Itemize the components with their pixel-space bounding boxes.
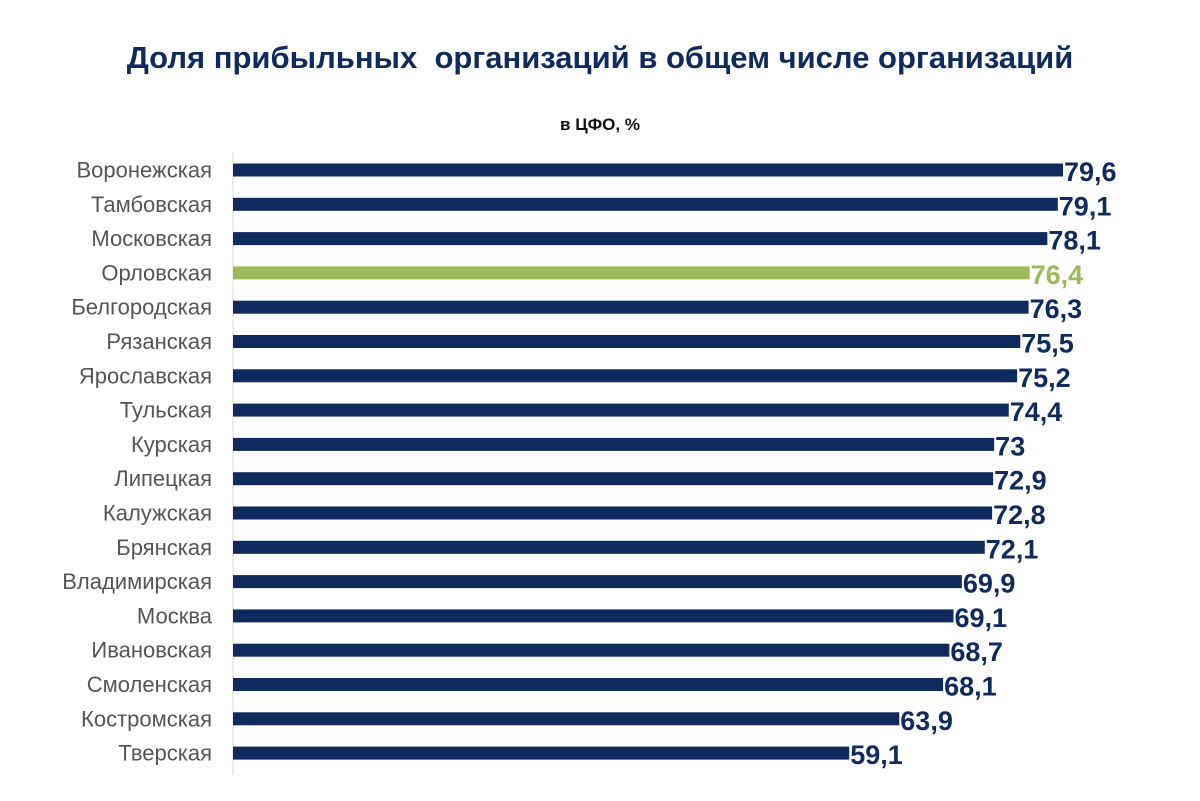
- bar: [233, 747, 849, 760]
- value-label: 79,6: [1064, 157, 1117, 187]
- category-label: Липецкая: [114, 466, 212, 491]
- category-label: Смоленская: [87, 672, 212, 697]
- category-label: Орловская: [101, 260, 212, 285]
- category-label: Калужская: [103, 501, 212, 526]
- bar: [233, 404, 1009, 417]
- value-label: 76,4: [1031, 260, 1084, 290]
- category-label: Костромская: [81, 706, 212, 731]
- bar: [233, 301, 1029, 314]
- value-label: 59,1: [850, 740, 903, 770]
- value-label: 79,1: [1059, 191, 1112, 221]
- value-label: 72,1: [986, 534, 1039, 564]
- bar: [233, 575, 962, 588]
- bar: [233, 266, 1030, 279]
- bar: [233, 232, 1047, 245]
- category-label: Тульская: [120, 398, 212, 423]
- category-label: Ивановская: [91, 638, 212, 663]
- category-label: Владимирская: [62, 569, 212, 594]
- category-label: Рязанская: [106, 329, 212, 354]
- value-label: 68,1: [944, 672, 997, 702]
- bar: [233, 438, 994, 451]
- category-label: Воронежская: [77, 158, 213, 183]
- value-label: 75,5: [1021, 329, 1074, 359]
- category-label: Курская: [131, 432, 212, 457]
- bar: [233, 678, 943, 691]
- bar: [233, 369, 1017, 382]
- category-label: Ярославская: [79, 363, 212, 388]
- bars-group: [233, 164, 1063, 760]
- value-label: 78,1: [1048, 226, 1101, 256]
- value-label: 69,9: [963, 569, 1016, 599]
- category-label: Московская: [91, 226, 212, 251]
- value-label: 69,1: [955, 603, 1008, 633]
- value-label: 73: [995, 431, 1025, 461]
- category-label: Брянская: [116, 535, 212, 560]
- bar: [233, 609, 954, 622]
- bar: [233, 541, 985, 554]
- bar: [233, 164, 1063, 177]
- value-label: 72,8: [993, 500, 1046, 530]
- value-label: 68,7: [950, 637, 1003, 667]
- bar: [233, 472, 993, 485]
- category-label: Москва: [137, 603, 213, 628]
- category-labels-group: Воронежская Тамбовская Московская Орловская…: [62, 158, 213, 766]
- value-label: 76,3: [1030, 294, 1083, 324]
- category-label: Белгородская: [71, 295, 212, 320]
- category-label: Тамбовская: [91, 192, 212, 217]
- bar: [233, 198, 1058, 211]
- value-label: 72,9: [994, 466, 1047, 496]
- bar: [233, 712, 899, 725]
- value-label: 63,9: [900, 706, 953, 736]
- bar: [233, 507, 992, 520]
- value-label: 74,4: [1010, 397, 1063, 427]
- bar: [233, 644, 949, 657]
- category-label: Тверская: [118, 741, 212, 766]
- value-label: 75,2: [1018, 363, 1071, 393]
- bar: [233, 335, 1020, 348]
